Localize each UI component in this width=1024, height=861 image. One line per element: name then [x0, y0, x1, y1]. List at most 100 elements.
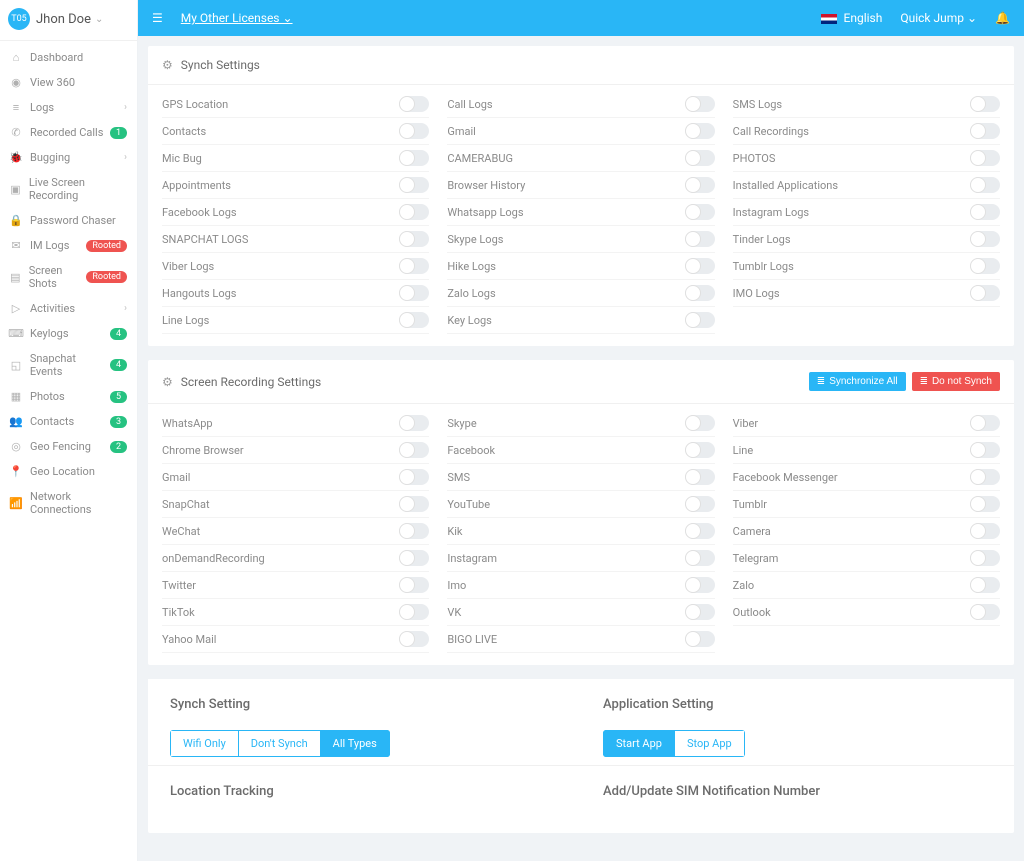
toggle-switch[interactable]	[685, 96, 715, 112]
synch-settings-grid: GPS LocationContactsMic BugAppointmentsF…	[148, 85, 1014, 338]
synchronize-all-button[interactable]: ≣ Synchronize All	[809, 372, 906, 391]
toggle-switch[interactable]	[399, 312, 429, 328]
toggle-switch[interactable]	[970, 96, 1000, 112]
sidebar-item[interactable]: ⌨Keylogs4	[0, 321, 137, 346]
nav-label: IM Logs	[30, 239, 69, 252]
toggle-switch[interactable]	[399, 231, 429, 247]
toggle-switch[interactable]	[685, 631, 715, 647]
sidebar-item[interactable]: ◱Snapchat Events4	[0, 346, 137, 384]
toggle-switch[interactable]	[970, 442, 1000, 458]
setting-row: IMO Logs	[733, 280, 1000, 307]
toggle-switch[interactable]	[685, 177, 715, 193]
sidebar-item[interactable]: ▷Activities›	[0, 296, 137, 321]
toggle-switch[interactable]	[970, 231, 1000, 247]
setting-label: Key Logs	[447, 314, 492, 327]
dont-synch-button[interactable]: Don't Synch	[239, 730, 321, 757]
toggle-switch[interactable]	[399, 577, 429, 593]
setting-label: Contacts	[162, 125, 206, 138]
toggle-switch[interactable]	[685, 550, 715, 566]
toggle-switch[interactable]	[685, 496, 715, 512]
toggle-switch[interactable]	[685, 258, 715, 274]
do-not-synch-button[interactable]: ≣ Do not Synch	[912, 372, 1000, 391]
toggle-switch[interactable]	[399, 469, 429, 485]
toggle-switch[interactable]	[685, 231, 715, 247]
list-icon: ≣	[817, 376, 825, 387]
toggle-switch[interactable]	[685, 442, 715, 458]
toggle-switch[interactable]	[970, 177, 1000, 193]
setting-label: Camera	[733, 525, 771, 538]
toggle-switch[interactable]	[685, 577, 715, 593]
chevron-down-icon: ⌄	[282, 11, 292, 25]
toggle-switch[interactable]	[399, 285, 429, 301]
toggle-switch[interactable]	[399, 631, 429, 647]
toggle-switch[interactable]	[970, 496, 1000, 512]
setting-label: Facebook Messenger	[733, 471, 838, 484]
setting-label: Viber	[733, 417, 758, 430]
toggle-switch[interactable]	[399, 123, 429, 139]
toggle-switch[interactable]	[970, 123, 1000, 139]
toggle-switch[interactable]	[970, 150, 1000, 166]
all-types-button[interactable]: All Types	[321, 730, 390, 757]
toggle-switch[interactable]	[399, 604, 429, 620]
sidebar-item[interactable]: ◎Geo Fencing2	[0, 434, 137, 459]
sidebar-item[interactable]: 👥Contacts3	[0, 409, 137, 434]
toggle-switch[interactable]	[970, 469, 1000, 485]
toggle-switch[interactable]	[685, 604, 715, 620]
toggle-switch[interactable]	[970, 258, 1000, 274]
toggle-switch[interactable]	[685, 523, 715, 539]
toggle-switch[interactable]	[685, 150, 715, 166]
sidebar-item[interactable]: 📍Geo Location	[0, 459, 137, 484]
toggle-switch[interactable]	[970, 415, 1000, 431]
start-app-button[interactable]: Start App	[603, 730, 675, 757]
toggle-switch[interactable]	[399, 442, 429, 458]
button-label: Synchronize All	[829, 376, 897, 387]
setting-row: Yahoo Mail	[162, 626, 429, 653]
toggle-switch[interactable]	[399, 415, 429, 431]
toggle-switch[interactable]	[685, 415, 715, 431]
button-label: Do not Synch	[932, 376, 992, 387]
toggle-switch[interactable]	[685, 469, 715, 485]
toggle-switch[interactable]	[970, 577, 1000, 593]
sidebar-item[interactable]: 🔒Password Chaser	[0, 208, 137, 233]
sidebar-item[interactable]: ✆Recorded Calls1	[0, 120, 137, 145]
toggle-switch[interactable]	[399, 177, 429, 193]
sidebar-item[interactable]: ⌂Dashboard	[0, 45, 137, 70]
toggle-switch[interactable]	[685, 204, 715, 220]
quick-jump-dropdown[interactable]: Quick Jump ⌄	[900, 11, 977, 25]
sidebar-item[interactable]: ≡Logs›	[0, 95, 137, 120]
toggle-switch[interactable]	[970, 204, 1000, 220]
toggle-switch[interactable]	[399, 204, 429, 220]
toggle-switch[interactable]	[970, 550, 1000, 566]
toggle-switch[interactable]	[970, 285, 1000, 301]
user-menu[interactable]: T05 Jhon Doe ⌄	[0, 0, 137, 41]
sidebar-item[interactable]: ▤Screen ShotsRooted	[0, 258, 137, 296]
chevron-right-icon: ›	[124, 303, 127, 314]
application-setting-cell: Application Setting Start App Stop App	[581, 679, 1014, 765]
sidebar-item[interactable]: ◉View 360	[0, 70, 137, 95]
toggle-switch[interactable]	[685, 285, 715, 301]
toggle-switch[interactable]	[399, 258, 429, 274]
toggle-switch[interactable]	[685, 123, 715, 139]
menu-toggle-icon[interactable]: ☰	[152, 11, 163, 25]
sidebar-item[interactable]: ✉IM LogsRooted	[0, 233, 137, 258]
notifications-icon[interactable]: 🔔	[995, 11, 1010, 25]
setting-row: Line Logs	[162, 307, 429, 334]
toggle-switch[interactable]	[399, 150, 429, 166]
toggle-switch[interactable]	[970, 604, 1000, 620]
stop-app-button[interactable]: Stop App	[675, 730, 745, 757]
setting-row: Tumblr Logs	[733, 253, 1000, 280]
sidebar-item[interactable]: 🐞Bugging›	[0, 145, 137, 170]
toggle-switch[interactable]	[399, 496, 429, 512]
toggle-switch[interactable]	[399, 550, 429, 566]
sidebar-item[interactable]: ▣Live Screen Recording	[0, 170, 137, 208]
licenses-dropdown[interactable]: My Other Licenses ⌄	[181, 11, 293, 25]
toggle-switch[interactable]	[399, 523, 429, 539]
toggle-switch[interactable]	[970, 523, 1000, 539]
language-selector[interactable]: English	[821, 11, 883, 25]
sidebar-item[interactable]: ▦Photos5	[0, 384, 137, 409]
toggle-switch[interactable]	[399, 96, 429, 112]
sidebar-item[interactable]: 📶Network Connections	[0, 484, 137, 522]
wifi-only-button[interactable]: Wifi Only	[170, 730, 239, 757]
toggle-switch[interactable]	[685, 312, 715, 328]
nav-badge: 4	[110, 359, 127, 371]
